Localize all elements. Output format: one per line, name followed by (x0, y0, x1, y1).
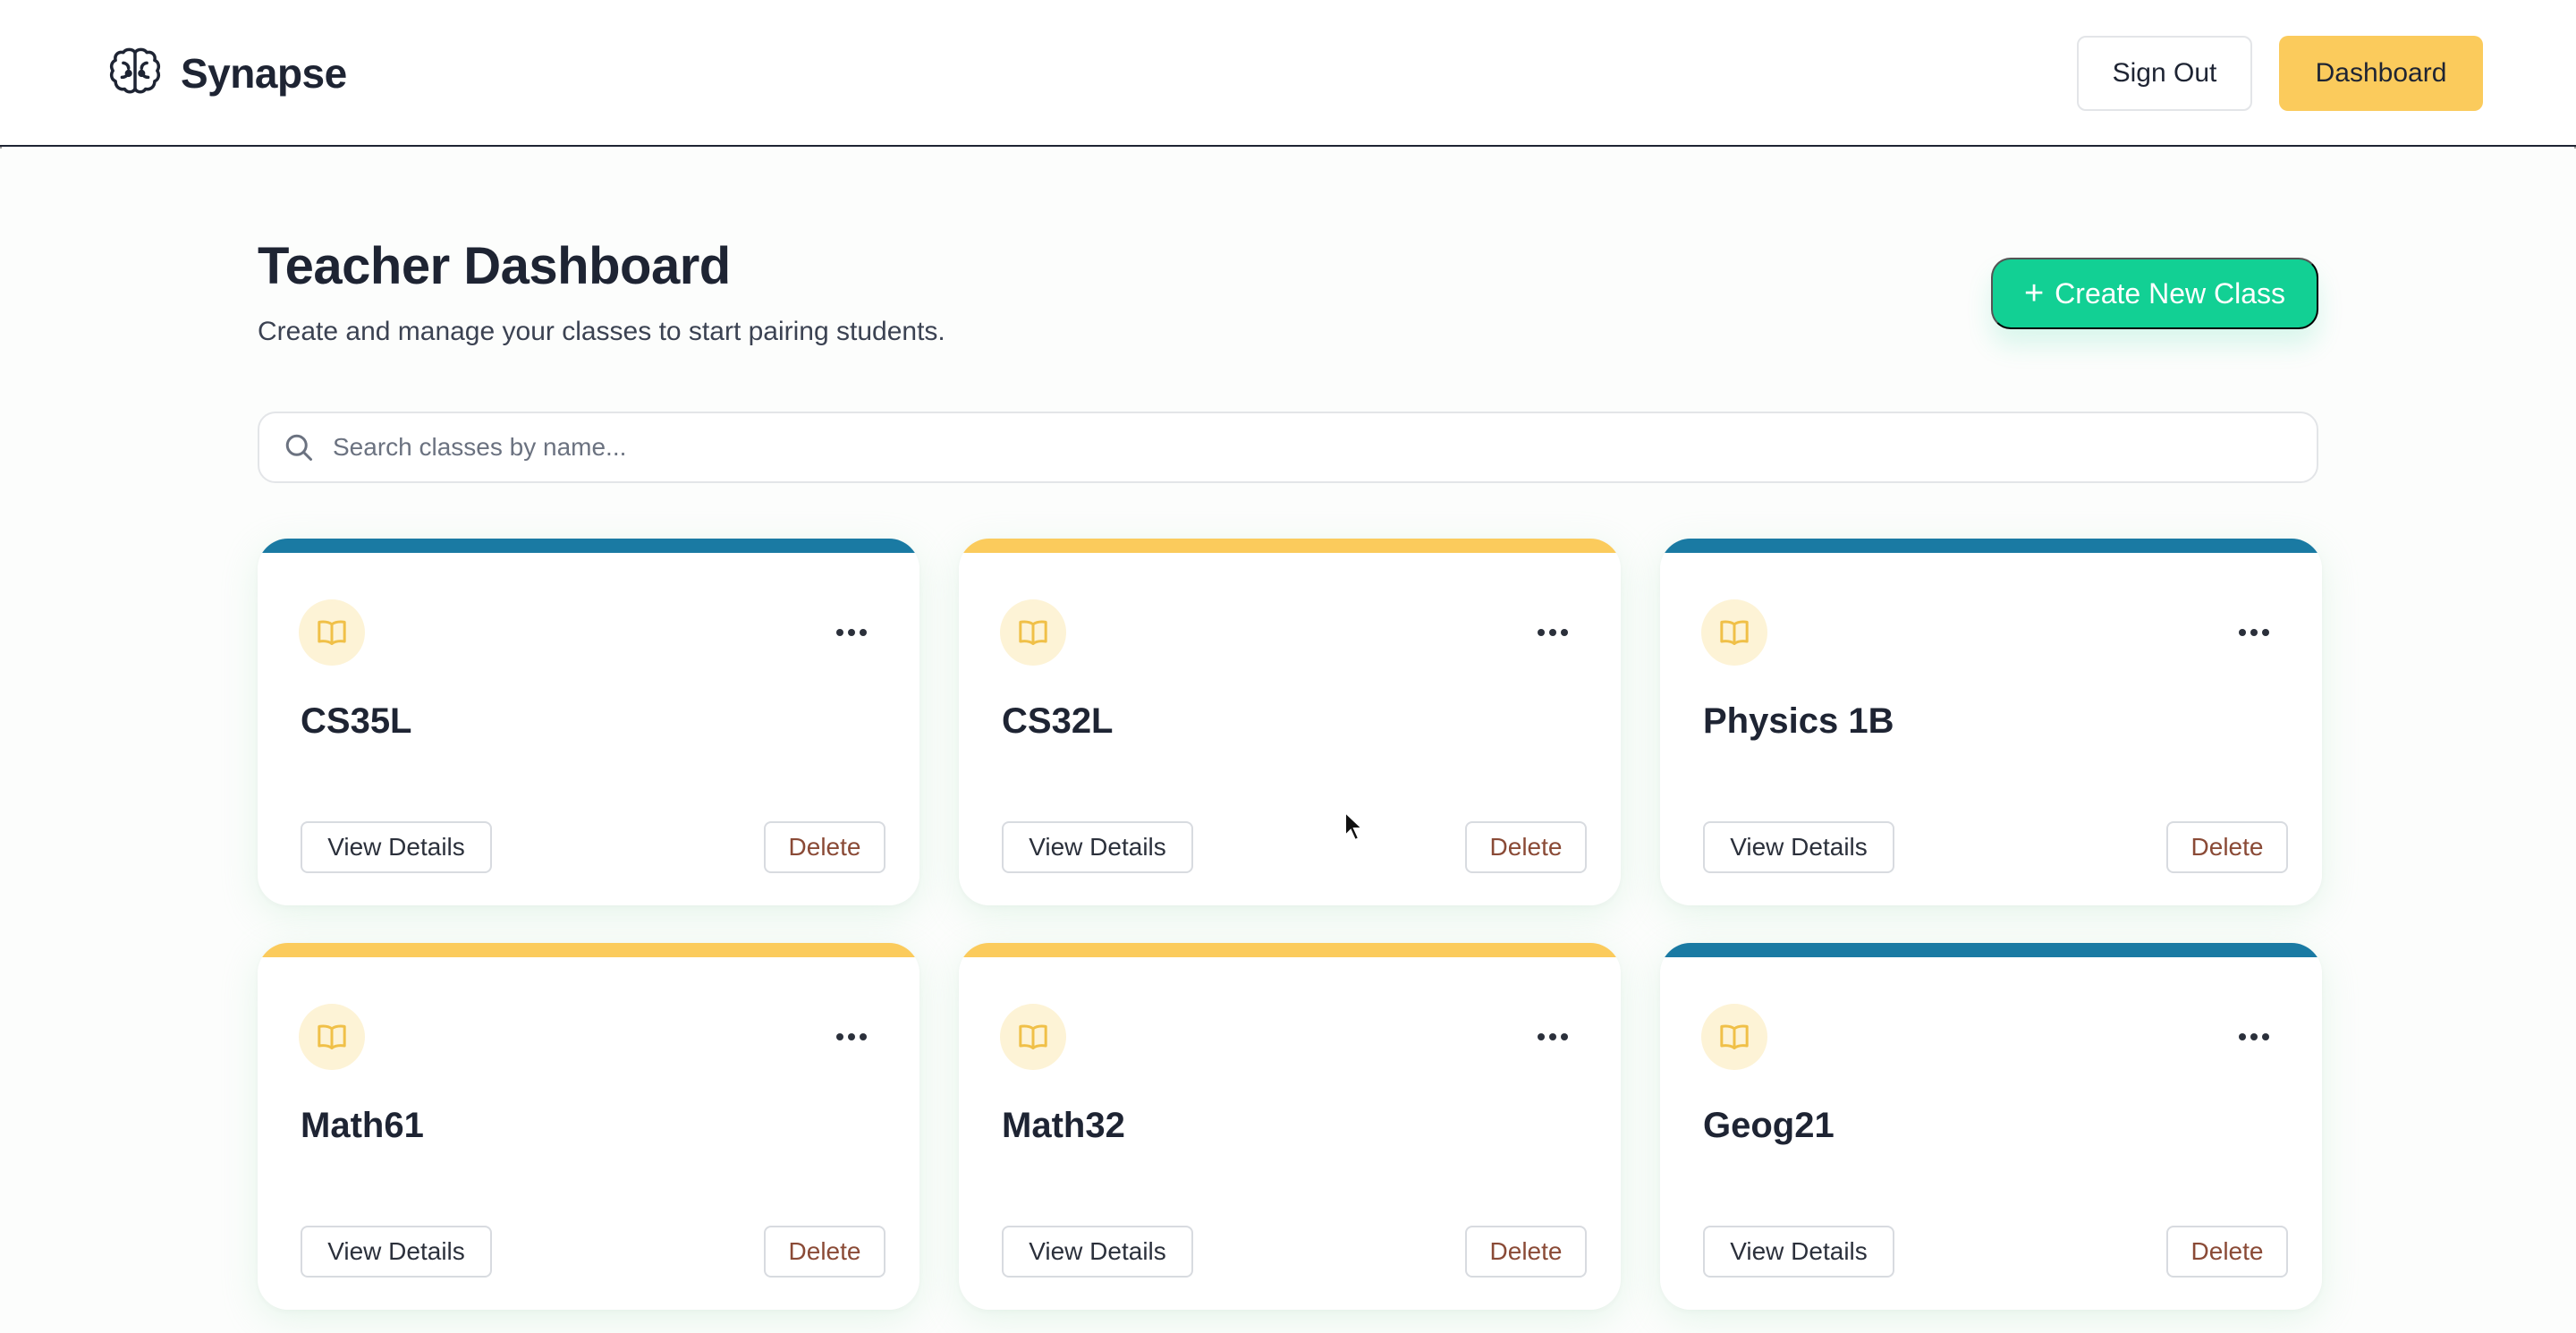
main-content: Teacher Dashboard Create and manage your… (0, 149, 2576, 1333)
delete-button[interactable]: Delete (2166, 821, 2288, 873)
create-new-class-button[interactable]: + Create New Class (1991, 258, 2318, 329)
card-body: Math61 View Details Delete (258, 957, 919, 1310)
search-input[interactable] (333, 433, 2122, 462)
class-name: Math61 (301, 1106, 424, 1145)
search-bar[interactable] (258, 412, 2318, 483)
view-details-button[interactable]: View Details (1002, 821, 1193, 873)
brand-logo[interactable]: Synapse (104, 39, 347, 107)
more-options-icon[interactable] (830, 1020, 873, 1054)
brain-icon (109, 47, 161, 94)
more-options-icon[interactable] (2233, 1020, 2275, 1054)
book-icon (1701, 599, 1767, 666)
view-details-button[interactable]: View Details (301, 821, 492, 873)
class-name: Math32 (1002, 1106, 1125, 1145)
class-name: Physics 1B (1703, 701, 1894, 741)
class-card: Math61 View Details Delete (258, 943, 919, 1310)
more-options-icon[interactable] (2233, 616, 2275, 650)
delete-button[interactable]: Delete (764, 821, 886, 873)
book-icon (299, 599, 365, 666)
more-options-icon[interactable] (1531, 616, 1574, 650)
dashboard-button[interactable]: Dashboard (2279, 36, 2483, 111)
view-details-button[interactable]: View Details (1703, 821, 1894, 873)
page-subtitle: Create and manage your classes to start … (258, 317, 945, 346)
view-details-button[interactable]: View Details (1703, 1226, 1894, 1278)
top-navigation-bar: Synapse Sign Out Dashboard (0, 0, 2576, 147)
sign-out-button[interactable]: Sign Out (2077, 36, 2252, 111)
class-card: Math32 View Details Delete (959, 943, 1621, 1310)
class-name: CS35L (301, 701, 412, 741)
plus-icon: + (2023, 275, 2045, 312)
delete-button[interactable]: Delete (1465, 821, 1587, 873)
card-accent-stripe (959, 539, 1621, 553)
book-icon (299, 1004, 365, 1070)
card-body: CS35L View Details Delete (258, 553, 919, 905)
class-card: CS32L View Details Delete (959, 539, 1621, 905)
delete-button[interactable]: Delete (764, 1226, 886, 1278)
mouse-cursor-icon (1344, 811, 1365, 842)
book-icon (1000, 599, 1066, 666)
card-body: CS32L View Details Delete (959, 553, 1621, 905)
delete-button[interactable]: Delete (1465, 1226, 1587, 1278)
more-options-icon[interactable] (830, 616, 873, 650)
book-icon (1000, 1004, 1066, 1070)
card-accent-stripe (1660, 943, 2322, 957)
card-accent-stripe (258, 943, 919, 957)
card-accent-stripe (1660, 539, 2322, 553)
create-new-class-label: Create New Class (2055, 276, 2286, 310)
class-name: Geog21 (1703, 1106, 1835, 1145)
delete-button[interactable]: Delete (2166, 1226, 2288, 1278)
card-accent-stripe (959, 943, 1621, 957)
card-body: Math32 View Details Delete (959, 957, 1621, 1310)
card-accent-stripe (258, 539, 919, 553)
more-options-icon[interactable] (1531, 1020, 1574, 1054)
search-icon (285, 434, 312, 461)
view-details-button[interactable]: View Details (1002, 1226, 1193, 1278)
card-body: Physics 1B View Details Delete (1660, 553, 2322, 905)
view-details-button[interactable]: View Details (301, 1226, 492, 1278)
class-name: CS32L (1002, 701, 1114, 741)
class-card: Geog21 View Details Delete (1660, 943, 2322, 1310)
page-title: Teacher Dashboard (258, 237, 731, 295)
book-icon (1701, 1004, 1767, 1070)
brand-name: Synapse (181, 50, 347, 97)
class-card: Physics 1B View Details Delete (1660, 539, 2322, 905)
class-card: CS35L View Details Delete (258, 539, 919, 905)
card-body: Geog21 View Details Delete (1660, 957, 2322, 1310)
